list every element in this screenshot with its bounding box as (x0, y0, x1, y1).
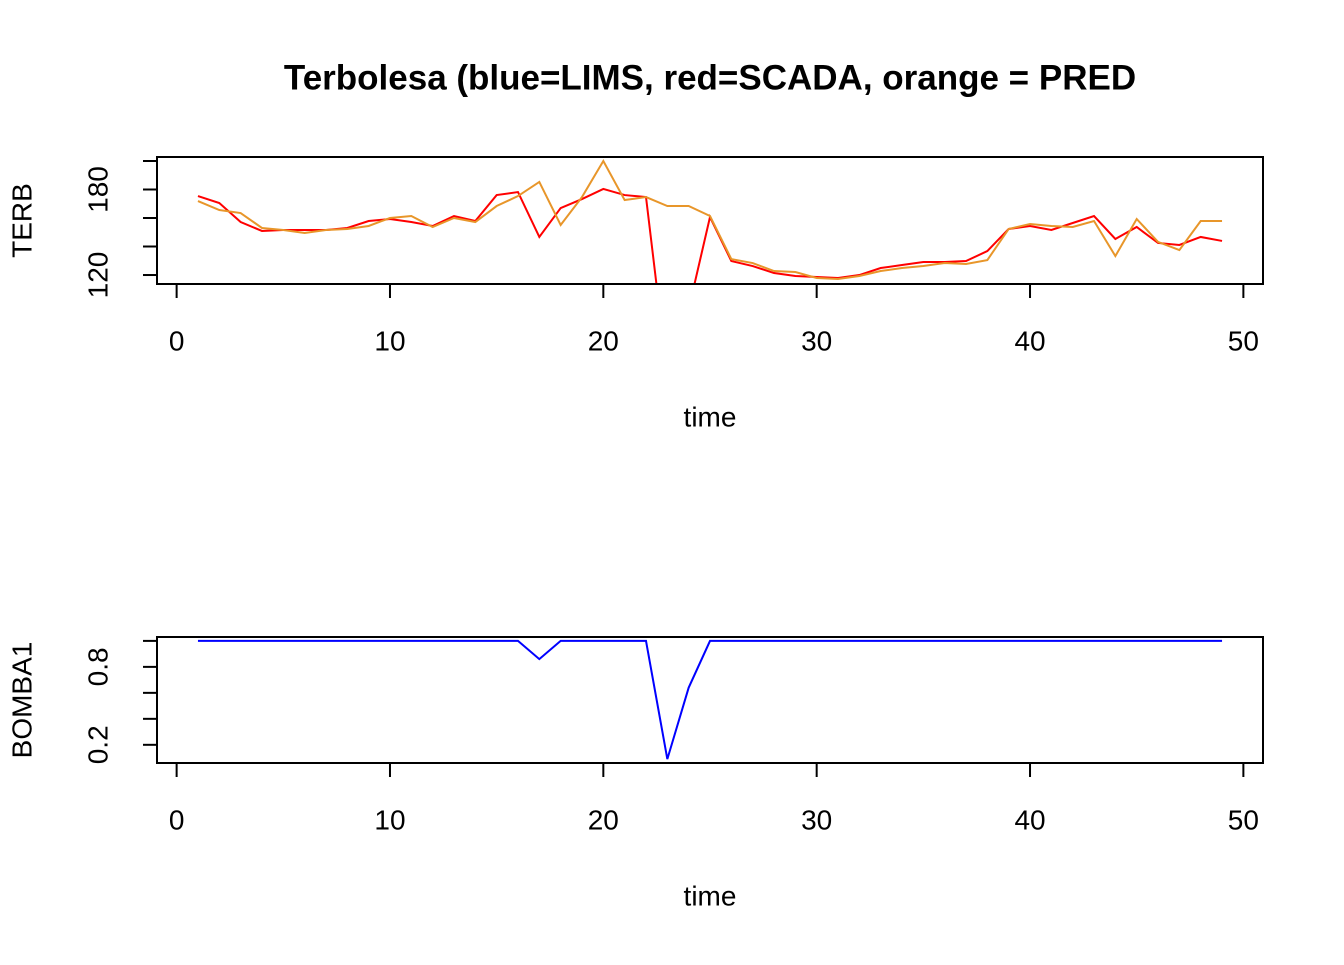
x-tick-label: 50 (1228, 804, 1259, 835)
x-tick-label: 20 (588, 804, 619, 835)
x-tick-label: 40 (1014, 325, 1045, 356)
plot-area (197, 639, 1223, 760)
x-tick-label: 20 (588, 325, 619, 356)
x-tick-label: 10 (374, 325, 405, 356)
x-tick-label: 10 (374, 804, 405, 835)
plot-frame (156, 636, 1264, 764)
x-tick-label: 30 (801, 804, 832, 835)
y-tick-label: 180 (82, 166, 113, 213)
x-tick-label: 50 (1228, 325, 1259, 356)
y-tick-label: 0.8 (82, 647, 113, 686)
plot-area (197, 158, 1223, 284)
data-line (197, 158, 1223, 281)
x-axis-label: time (684, 401, 737, 432)
data-line (197, 639, 1223, 760)
y-axis-label: BOMBA1 (6, 642, 37, 759)
y-axis-label: TERB (6, 183, 37, 258)
y-tick-label: 120 (82, 252, 113, 299)
x-tick-label: 30 (801, 325, 832, 356)
x-tick-label: 0 (169, 325, 185, 356)
x-axis-label: time (684, 880, 737, 911)
y-tick-label: 0.2 (82, 725, 113, 764)
x-tick-label: 40 (1014, 804, 1045, 835)
x-tick-label: 0 (169, 804, 185, 835)
chart-title: Terbolesa (blue=LIMS, red=SCADA, orange … (284, 58, 1136, 97)
